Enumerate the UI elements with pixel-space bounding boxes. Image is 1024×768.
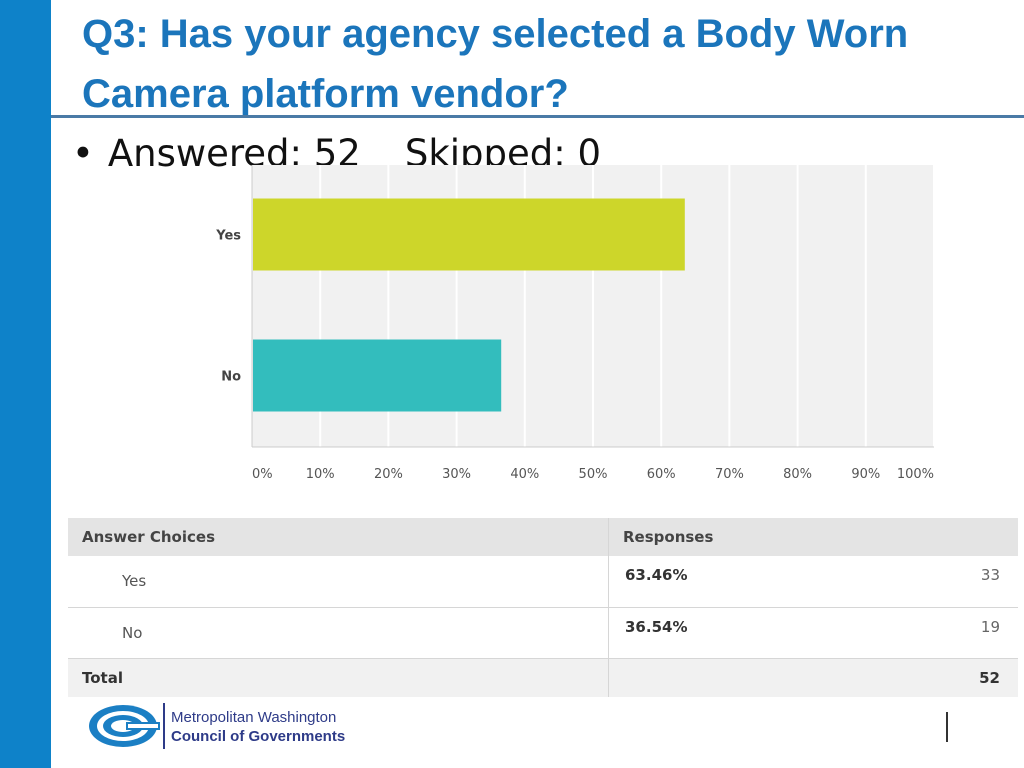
- x-tick-label: 0%: [252, 467, 273, 482]
- percent-yes: 63.46%: [625, 566, 688, 584]
- choice-yes: Yes: [68, 556, 609, 607]
- cog-logo-icon: [89, 705, 160, 747]
- bullet-icon: •: [72, 132, 94, 175]
- table-header-row: Answer Choices Responses: [68, 518, 1018, 556]
- response-cell: 36.54% 19: [609, 607, 1019, 658]
- x-tick-label: 90%: [851, 467, 880, 482]
- total-label: Total: [68, 658, 609, 697]
- footer-divider: [946, 712, 948, 742]
- table-total-row: Total 52: [68, 658, 1018, 697]
- x-tick-label: 50%: [579, 467, 608, 482]
- bar-yes: [253, 198, 685, 271]
- x-tick-label: 80%: [783, 467, 812, 482]
- side-accent-bar: [0, 0, 51, 768]
- table-row: Yes 63.46% 33: [68, 556, 1018, 607]
- slide-title: Q3: Has your agency selected a Body Worn…: [82, 12, 909, 116]
- x-tick-label: 70%: [715, 467, 744, 482]
- logo-divider: [163, 703, 165, 749]
- bar-chart: Yes No 0% 10% 20% 30% 40% 50% 60% 70% 80% 90% 100%: [215, 165, 935, 482]
- category-label: No: [221, 370, 241, 385]
- header-responses: Responses: [608, 518, 1018, 556]
- count-no: 19: [980, 617, 1000, 636]
- count-yes: 33: [980, 566, 1000, 584]
- x-tick-label: 60%: [647, 467, 676, 482]
- table-row: No 36.54% 19: [68, 607, 1018, 658]
- org-name-line2: Council of Governments: [171, 728, 346, 745]
- title-underline: [51, 115, 1024, 118]
- bar-no: [253, 339, 502, 412]
- category-label: Yes: [215, 229, 241, 244]
- response-cell: 63.46% 33: [609, 556, 1019, 607]
- responses-table: Answer Choices Responses Yes 63.46% 33 N…: [68, 518, 1018, 697]
- total-count: 52: [608, 658, 1018, 697]
- x-tick-label: 10%: [306, 467, 335, 482]
- org-name-line1: Metropolitan Washington: [171, 709, 337, 726]
- x-tick-label: 30%: [442, 467, 471, 482]
- x-tick-label: 20%: [374, 467, 403, 482]
- x-tick-label: 100%: [897, 467, 934, 482]
- percent-no: 36.54%: [625, 617, 688, 636]
- choice-no: No: [68, 607, 609, 658]
- x-tick-label: 40%: [510, 467, 539, 482]
- header-answer-choices: Answer Choices: [68, 518, 609, 556]
